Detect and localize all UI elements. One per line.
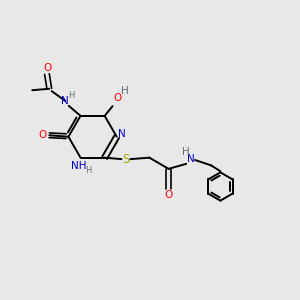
Text: S: S <box>122 153 130 166</box>
Text: H: H <box>121 86 128 96</box>
Text: H: H <box>68 91 75 100</box>
Text: H: H <box>182 147 190 157</box>
Text: O: O <box>44 63 52 73</box>
Text: N: N <box>118 129 126 140</box>
Text: O: O <box>164 190 173 200</box>
Text: O: O <box>39 130 47 140</box>
Text: N: N <box>61 96 69 106</box>
Text: H: H <box>85 166 92 175</box>
Text: O: O <box>113 94 121 103</box>
Text: NH: NH <box>71 161 87 171</box>
Text: N: N <box>187 154 195 164</box>
